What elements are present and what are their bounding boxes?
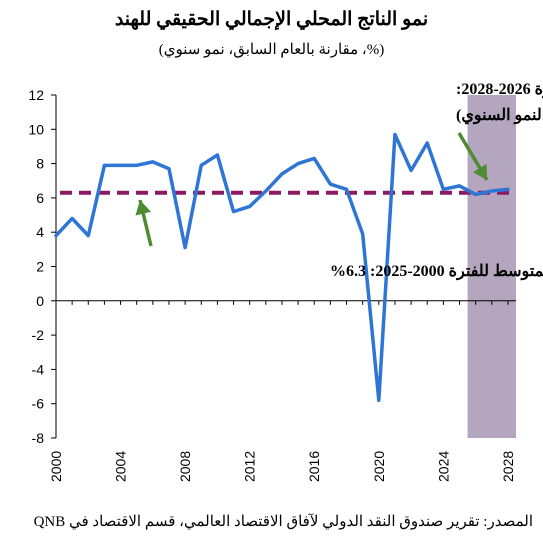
forecast-shade: [467, 95, 516, 438]
history-arrow-head: [135, 200, 152, 216]
gdp-growth-line: [54, 132, 510, 403]
x-tick-label: 2008: [177, 451, 193, 482]
x-tick-label: 2020: [371, 451, 387, 482]
forecast-annotation-line2: 6.3% (متوسط النمو السنوي): [456, 107, 543, 125]
y-tick-label: 8: [36, 156, 44, 172]
x-tick-label: 2012: [242, 451, 258, 482]
y-tick-label: 10: [28, 121, 44, 137]
forecast-annotation-line1: التوقعات للفترة 2026-2028:: [456, 81, 543, 99]
x-tick-label: 2028: [500, 451, 516, 482]
chart-title: نمو الناتج المحلي الإجمالي الحقيقي للهند: [114, 9, 429, 30]
y-tick-label: -4: [32, 361, 45, 377]
history-average-annotation: المتوسط للفترة 2000-2025: 6.3%: [330, 263, 543, 281]
y-tick-label: 12: [28, 87, 44, 103]
chart-subtitle: (%، مقارنة بالعام السابق، نمو سنوي): [158, 42, 385, 58]
y-tick-label: 6: [36, 190, 44, 206]
y-tick-label: 0: [36, 293, 44, 309]
x-tick-label: 2016: [306, 451, 322, 482]
y-tick-label: 4: [36, 224, 44, 240]
y-tick-label: -8: [32, 430, 45, 446]
x-tick-label: 2004: [113, 451, 129, 482]
x-tick-label: 2000: [48, 451, 64, 482]
y-tick-label: -6: [32, 396, 45, 412]
x-tick-label: 2024: [435, 451, 451, 482]
y-tick-label: 2: [36, 259, 44, 275]
y-tick-label: -2: [32, 327, 45, 343]
source-note: المصدر: تقرير صندوق النقد الدولي لآفاق ا…: [33, 514, 533, 530]
forecast-arrow-head: [472, 163, 487, 180]
